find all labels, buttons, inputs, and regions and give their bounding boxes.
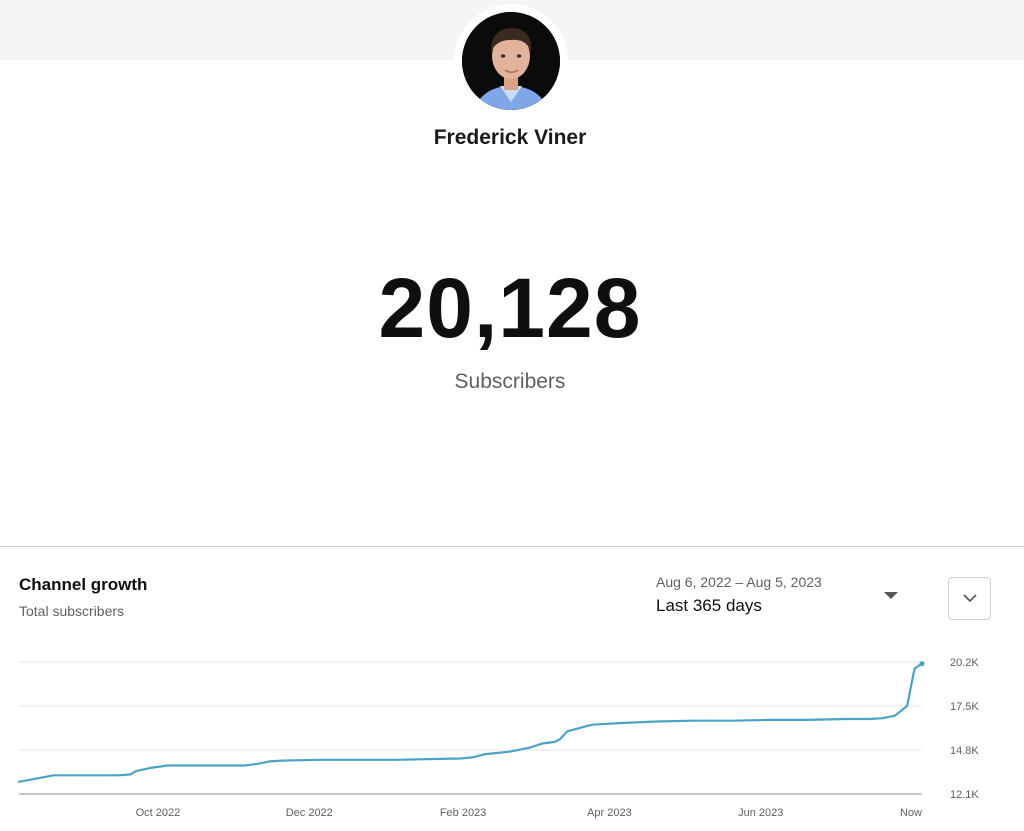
y-tick-label: 14.8K bbox=[950, 745, 979, 757]
x-tick-label: Now bbox=[900, 807, 922, 819]
avatar-photo bbox=[462, 12, 560, 110]
x-tick-label: Jun 2023 bbox=[738, 807, 783, 819]
channel-growth-subtitle: Total subscribers bbox=[19, 603, 125, 619]
y-tick-label: 17.5K bbox=[950, 701, 979, 713]
date-range-label: Last 365 days bbox=[656, 596, 762, 615]
series-line bbox=[17, 662, 924, 783]
chevron-down-icon bbox=[963, 594, 977, 603]
channel-growth-title: Channel growth bbox=[19, 575, 148, 594]
date-range-dropdown[interactable]: Aug 6, 2022 – Aug 5, 2023 Last 365 days bbox=[650, 570, 910, 620]
expand-chart-button[interactable] bbox=[948, 577, 991, 620]
y-tick-label: 20.2K bbox=[950, 657, 979, 669]
channel-name: Frederick Viner bbox=[433, 126, 587, 149]
caret-down-icon bbox=[884, 592, 898, 599]
avatar[interactable] bbox=[462, 12, 560, 110]
section-divider bbox=[0, 546, 1024, 547]
date-range-text: Aug 6, 2022 – Aug 5, 2023 bbox=[656, 574, 822, 590]
subscriber-label: Subscribers bbox=[454, 370, 566, 393]
x-tick-label: Oct 2022 bbox=[136, 807, 181, 819]
subscriber-count: 20,128 bbox=[378, 261, 642, 355]
x-tick-label: Feb 2023 bbox=[440, 807, 486, 819]
y-tick-label: 12.1K bbox=[950, 789, 979, 801]
x-tick-label: Dec 2022 bbox=[286, 807, 333, 819]
x-tick-label: Apr 2023 bbox=[587, 807, 632, 819]
subscriber-growth-chart: 12.1K 14.8K 17.5K 20.2K Oct 2022 Dec 2022 Feb … bbox=[17, 657, 979, 819]
series-end-point bbox=[919, 661, 925, 667]
